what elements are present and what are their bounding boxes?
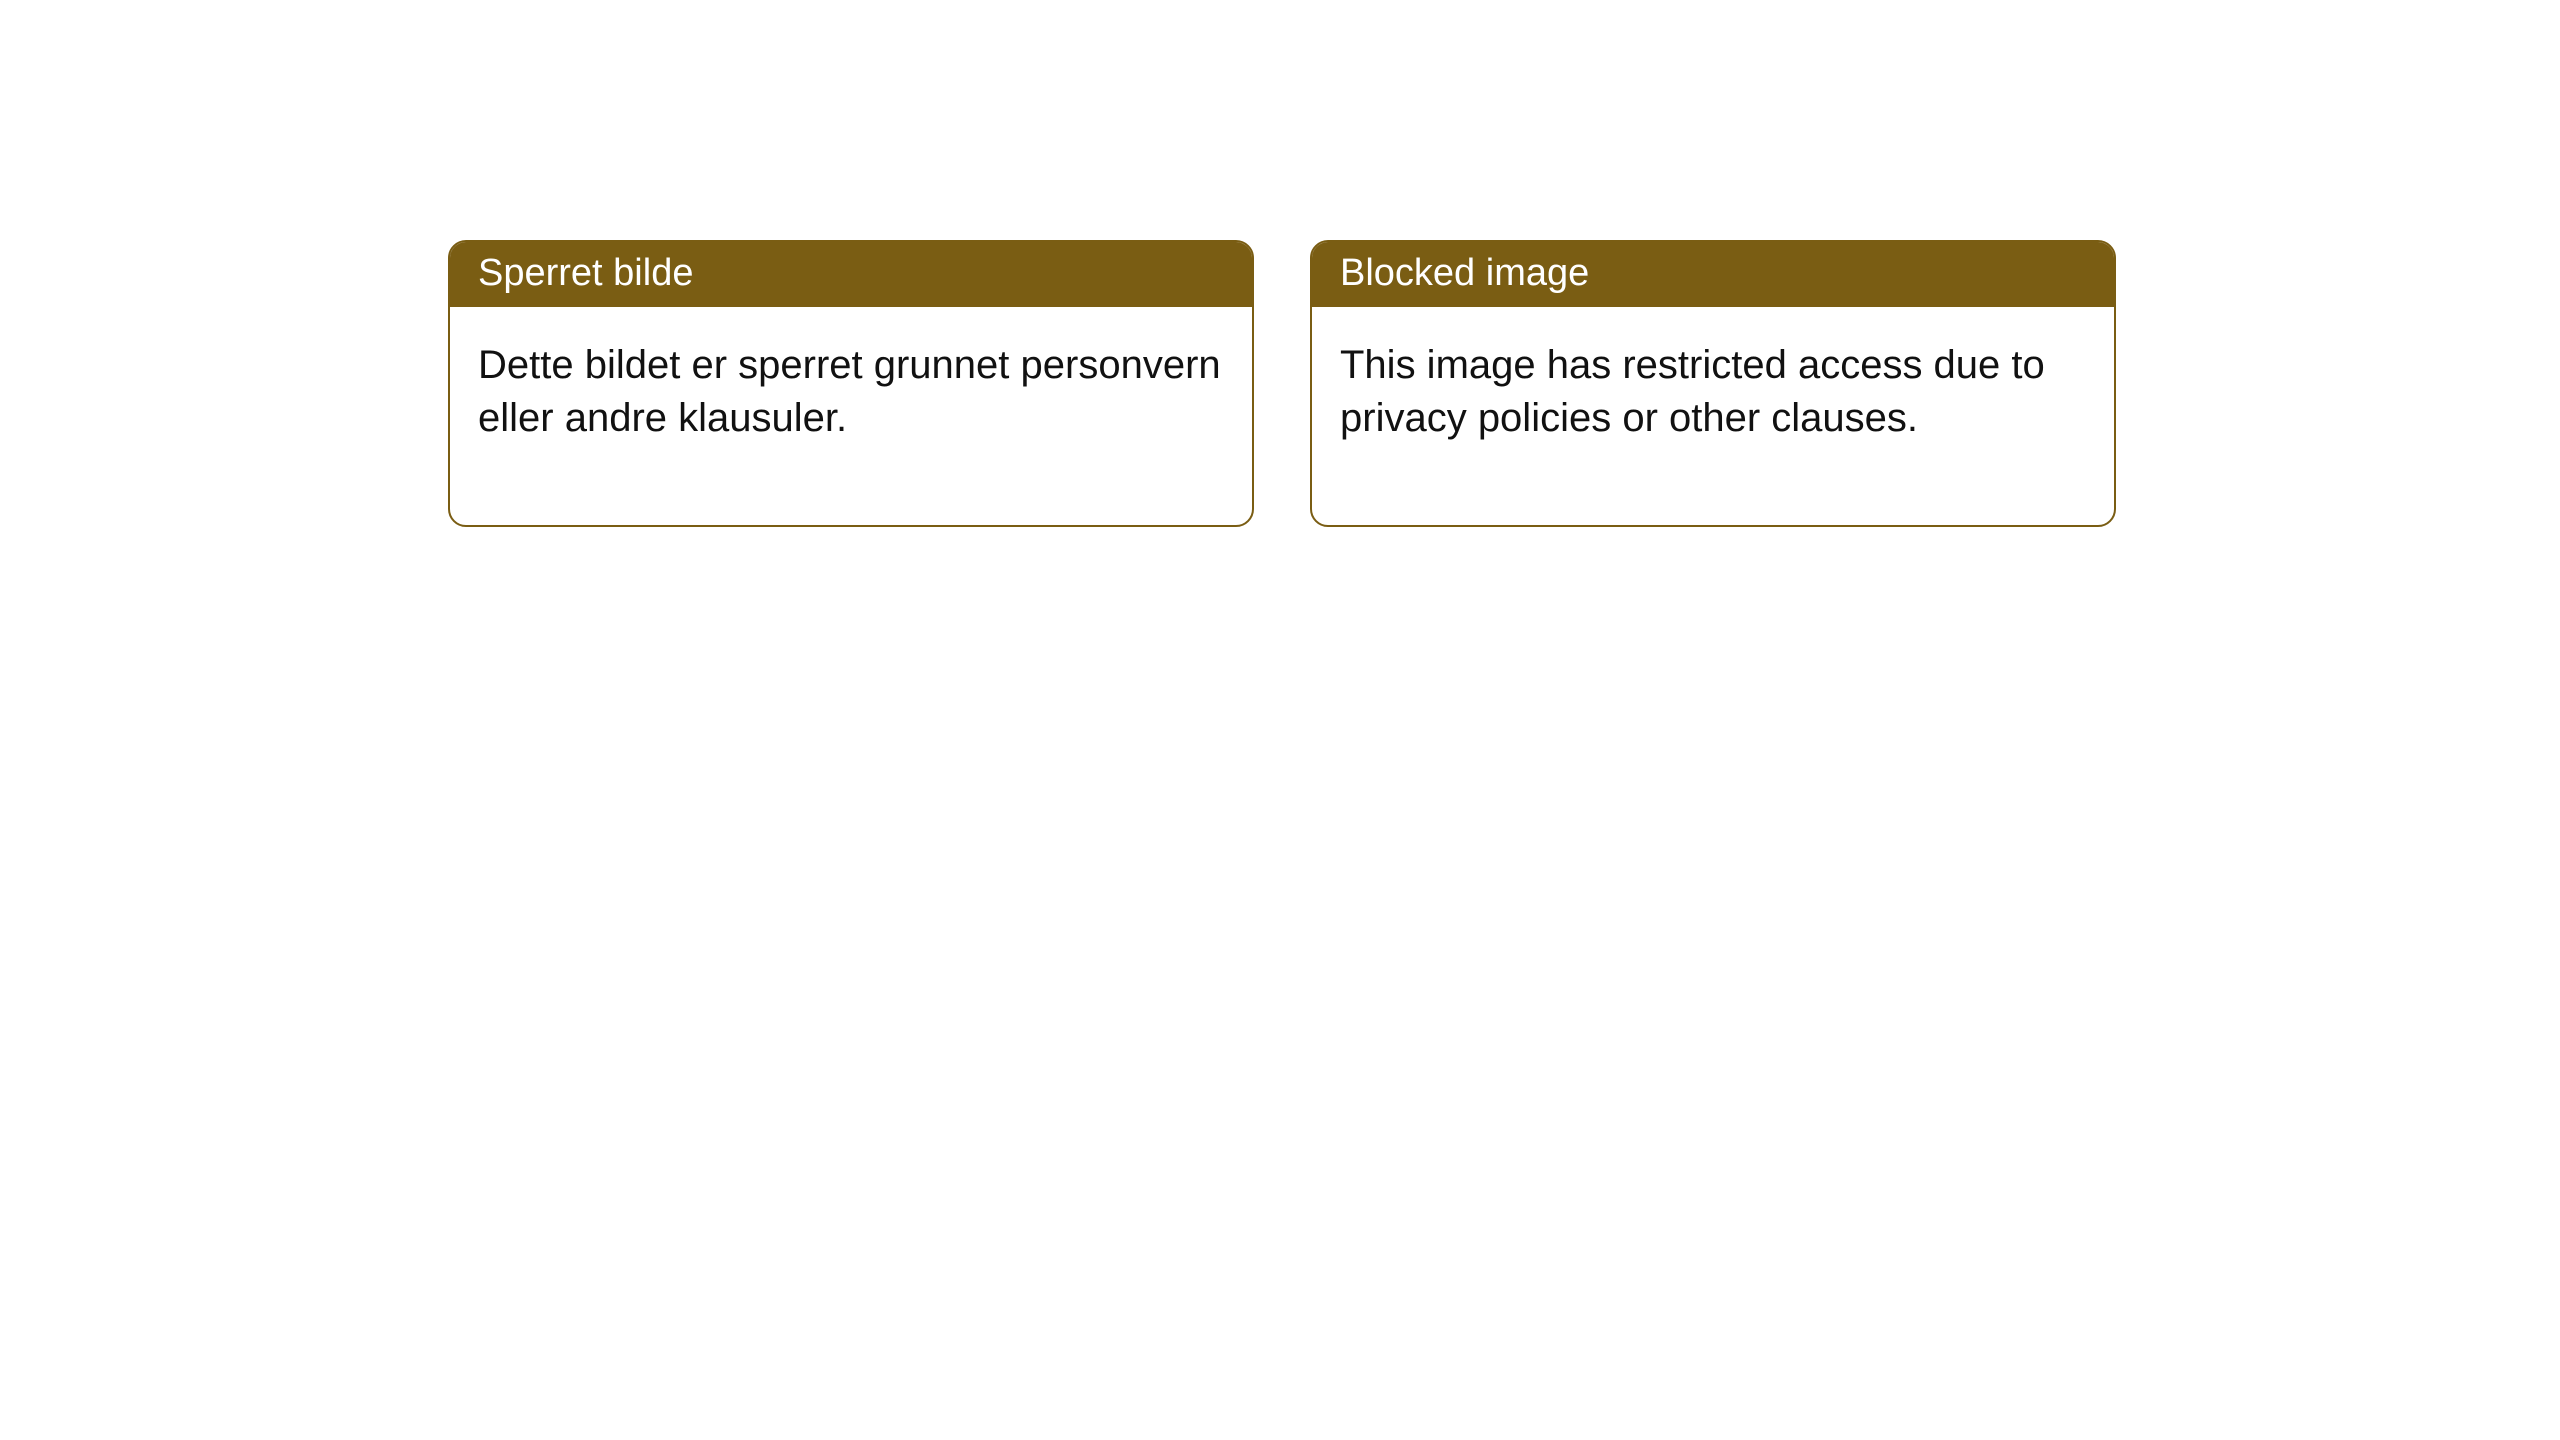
card-body-text: Dette bildet er sperret grunnet personve… — [450, 307, 1252, 525]
card-title: Sperret bilde — [450, 242, 1252, 307]
notice-card-norwegian: Sperret bilde Dette bildet er sperret gr… — [448, 240, 1254, 527]
card-title: Blocked image — [1312, 242, 2114, 307]
notice-cards-row: Sperret bilde Dette bildet er sperret gr… — [448, 240, 2560, 527]
notice-card-english: Blocked image This image has restricted … — [1310, 240, 2116, 527]
card-body-text: This image has restricted access due to … — [1312, 307, 2114, 525]
